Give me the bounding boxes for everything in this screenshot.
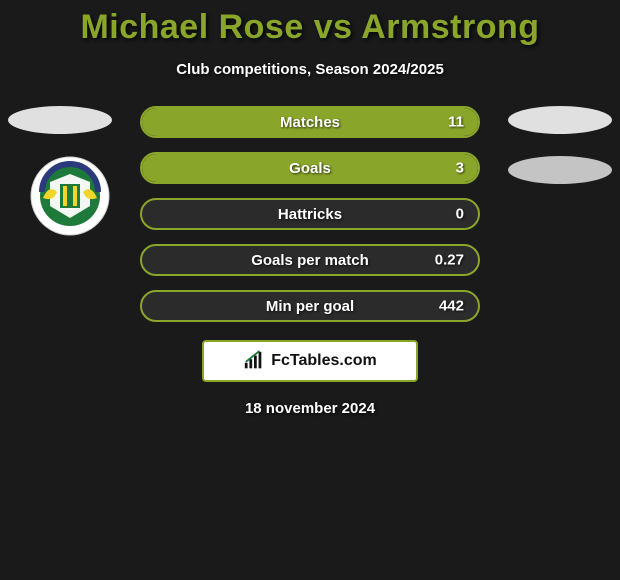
logo-text: FcTables.com (271, 352, 377, 370)
stats-area: Matches 11 Goals 3 Hattricks 0 (0, 106, 620, 326)
player-2-ellipse-b (508, 156, 612, 184)
player-1-ellipse (8, 106, 112, 134)
stat-label: Min per goal (266, 298, 354, 315)
stat-value: 442 (439, 298, 464, 315)
player-2-ellipse-a (508, 106, 612, 134)
player-1-name: Michael Rose (80, 8, 303, 46)
stat-label: Hattricks (278, 206, 342, 223)
comparison-card: Michael Rose vs Armstrong Club competiti… (0, 0, 620, 580)
title: Michael Rose vs Armstrong (0, 8, 620, 47)
date-text: 18 november 2024 (0, 400, 620, 417)
bar-fill-left (142, 154, 310, 182)
stat-label: Matches (280, 114, 340, 131)
stat-value: 11 (448, 114, 464, 131)
barchart-icon (243, 350, 265, 372)
stat-value: 0 (456, 206, 464, 223)
stat-value: 3 (456, 160, 464, 177)
stat-row: Goals per match 0.27 (140, 244, 480, 276)
stat-pill: Goals 3 (140, 152, 480, 184)
stat-pill: Goals per match 0.27 (140, 244, 480, 276)
bar-fill-right (310, 154, 478, 182)
player-2-name: Armstrong (361, 8, 539, 46)
stat-row: Hattricks 0 (140, 198, 480, 230)
stat-label: Goals (289, 160, 331, 177)
stat-pill: Matches 11 (140, 106, 480, 138)
stat-pill: Hattricks 0 (140, 198, 480, 230)
stat-pill: Min per goal 442 (140, 290, 480, 322)
stat-row: Goals 3 (140, 152, 480, 184)
stat-bars: Matches 11 Goals 3 Hattricks 0 (140, 106, 480, 336)
stat-row: Matches 11 (140, 106, 480, 138)
stat-row: Min per goal 442 (140, 290, 480, 322)
source-logo[interactable]: FcTables.com (202, 340, 418, 382)
stat-label: Goals per match (251, 252, 369, 269)
vs-text: vs (314, 8, 353, 46)
subtitle: Club competitions, Season 2024/2025 (0, 61, 620, 78)
team-1-badge (30, 156, 110, 236)
crest-icon (30, 156, 110, 236)
stat-value: 0.27 (435, 252, 464, 269)
